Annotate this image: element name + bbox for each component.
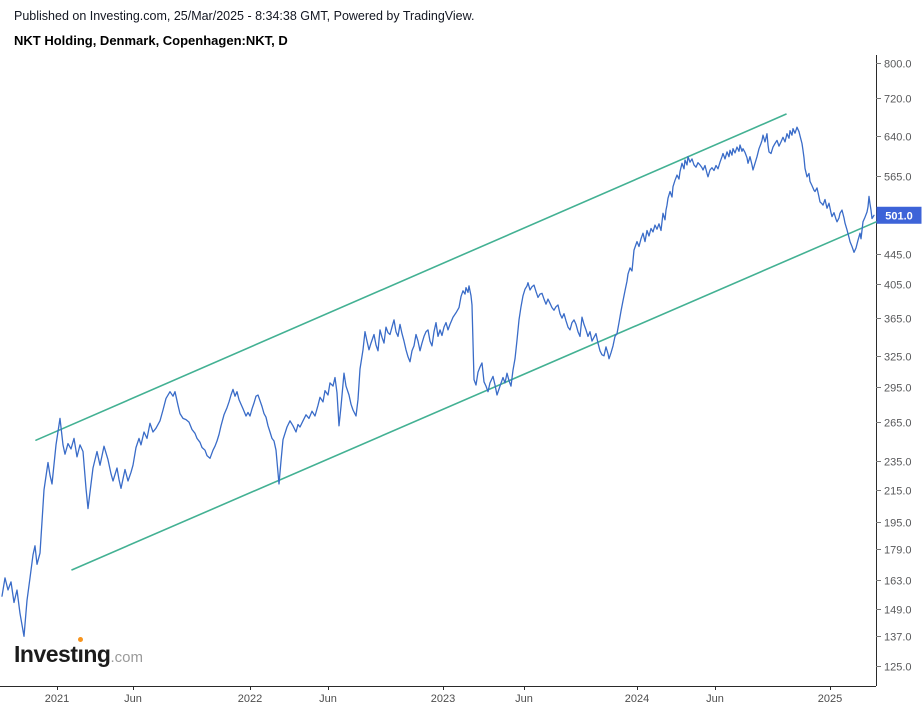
price-line	[1, 126, 875, 637]
chart-title: NKT Holding, Denmark, Copenhagen:NKT, D	[14, 33, 288, 48]
x-tick-label: Jun	[124, 693, 142, 705]
y-tick-label: 137.0	[884, 632, 912, 644]
investing-logo-suffix: .com	[110, 649, 143, 666]
last-price-badge	[876, 206, 922, 224]
x-tick-label: 2023	[431, 693, 455, 705]
y-tick-label: 800.0	[884, 59, 912, 71]
y-tick-label: 235.0	[884, 457, 912, 469]
y-tick-label: 265.0	[884, 418, 912, 430]
y-tick-label: 149.0	[884, 605, 912, 617]
channel-top-trendline	[35, 113, 787, 441]
y-tick-label: 565.0	[884, 172, 912, 184]
x-tick-label: Jun	[706, 693, 724, 705]
x-tick-label: Jun	[319, 693, 337, 705]
y-tick-label: 365.0	[884, 314, 912, 326]
x-tick-label: 2022	[238, 693, 262, 705]
y-tick-label: 195.0	[884, 518, 912, 530]
logo-orange-dot-i: ı	[77, 641, 84, 667]
investing-logo: Investıng.com	[14, 643, 143, 666]
x-tick-label: 2024	[625, 693, 649, 705]
y-tick-label: 215.0	[884, 486, 912, 498]
y-tick-label: 720.0	[884, 94, 912, 106]
x-tick-label: 2021	[45, 693, 69, 705]
y-tick-label: 295.0	[884, 383, 912, 395]
y-tick-label: 405.0	[884, 280, 912, 292]
y-tick-label: 445.0	[884, 250, 912, 262]
y-tick-label: 179.0	[884, 545, 912, 557]
channel-bottom-trendline	[71, 221, 877, 571]
last-price-label: 501.0	[885, 210, 913, 222]
x-tick-label: Jun	[515, 693, 533, 705]
x-tick-label: 2025	[818, 693, 842, 705]
published-info-text: Published on Investing.com, 25/Mar/2025 …	[14, 9, 475, 23]
y-tick-label: 640.0	[884, 132, 912, 144]
investing-logo-text: Investıng	[14, 641, 111, 667]
y-tick-label: 125.0	[884, 662, 912, 674]
y-tick-label: 163.0	[884, 576, 912, 588]
y-tick-label: 325.0	[884, 352, 912, 364]
